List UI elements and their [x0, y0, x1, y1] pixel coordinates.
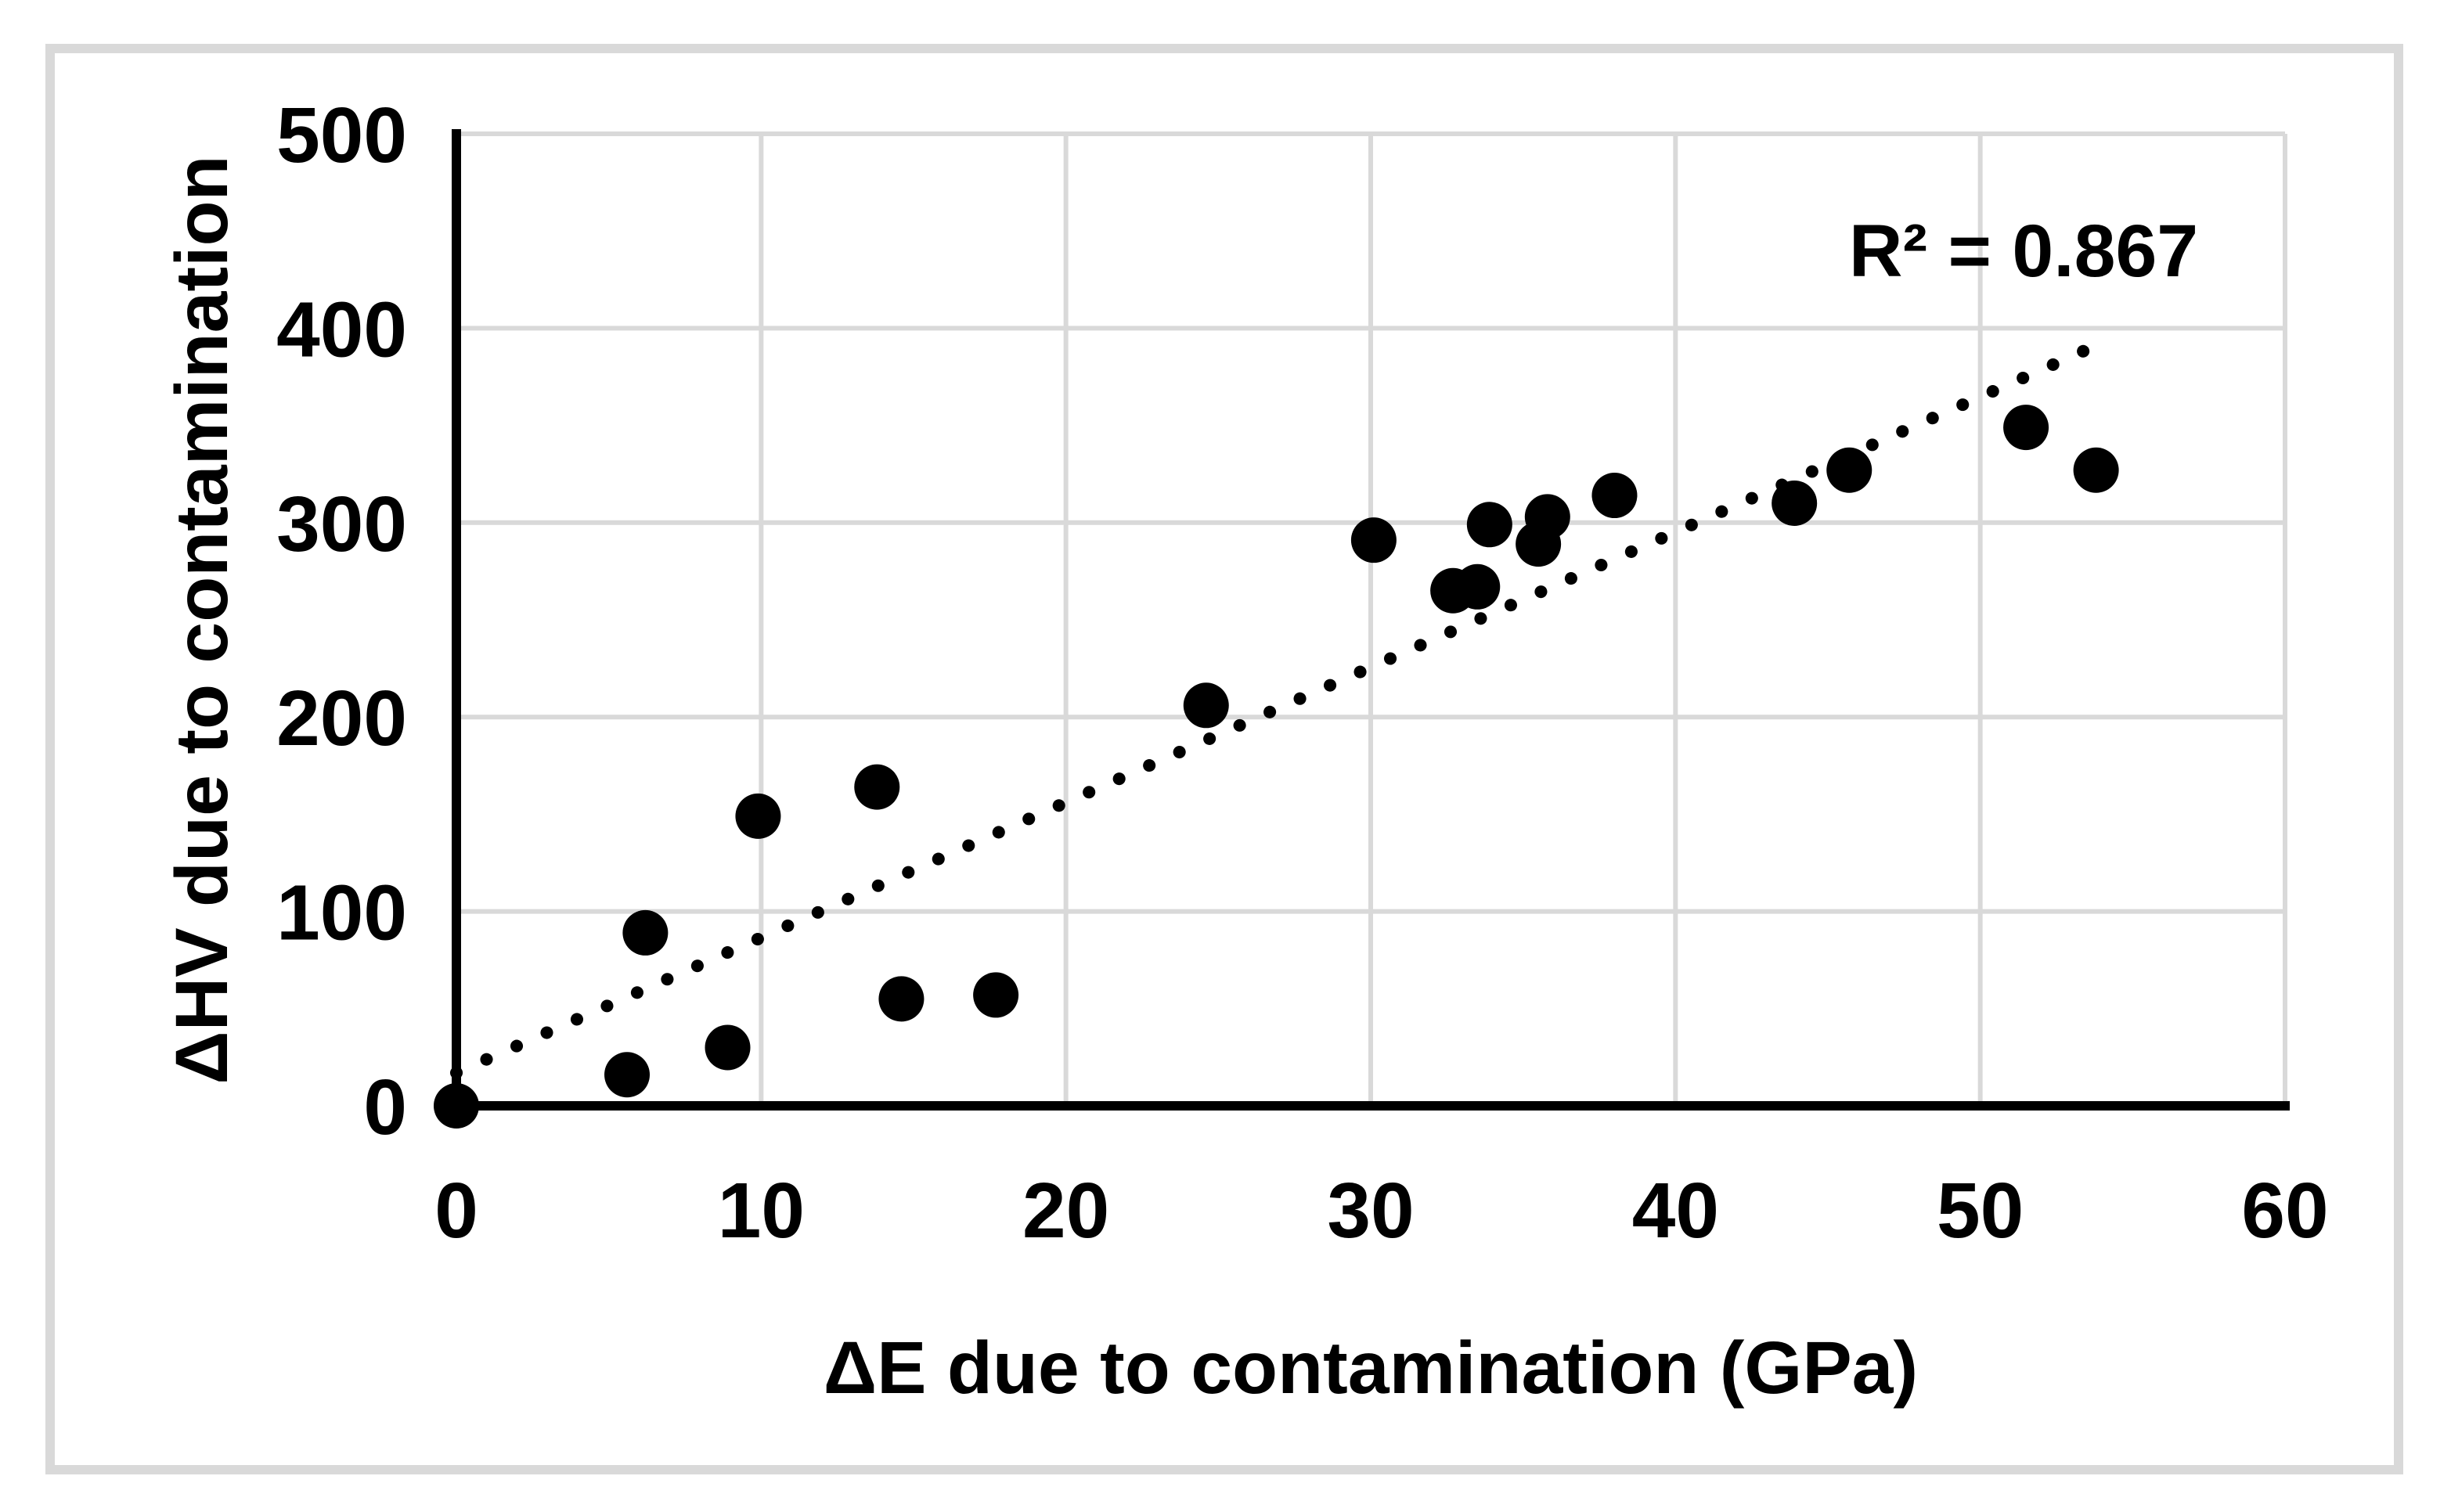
y-tick-label: 100: [276, 869, 407, 957]
x-tick-label: 50: [1937, 1167, 2024, 1255]
y-tick-label: 0: [363, 1064, 407, 1151]
data-point: [434, 1083, 479, 1129]
x-tick-label: 0: [434, 1167, 478, 1255]
data-point: [878, 976, 925, 1022]
data-point: [2073, 447, 2119, 493]
x-tick-label: 10: [718, 1167, 805, 1255]
figure-border: [45, 44, 2403, 1474]
data-point: [622, 909, 669, 956]
data-point: [1591, 473, 1638, 519]
data-point: [1466, 502, 1512, 548]
y-axis-tick-labels: 0 100 200 300 400 500: [276, 92, 407, 1151]
x-tick-label: 40: [1632, 1167, 1719, 1255]
trendline-dotted: [450, 343, 2093, 1079]
y-tick-label: 400: [276, 286, 407, 373]
data-point: [973, 972, 1019, 1018]
x-tick-label: 60: [2241, 1167, 2328, 1255]
axes: [452, 129, 2290, 1111]
r-squared-annotation: R² = 0.867: [1849, 210, 2198, 293]
data-point: [604, 1052, 651, 1098]
data-point: [854, 764, 900, 810]
x-tick-label: 20: [1022, 1167, 1109, 1255]
data-point: [1772, 480, 1818, 526]
data-point: [735, 793, 781, 839]
y-axis-title: ΔHV due to contamination: [160, 155, 243, 1084]
data-points: [434, 405, 2119, 1129]
data-point: [2003, 405, 2049, 451]
x-axis-tick-labels: 0 10 20 30 40 50 60: [434, 1167, 2328, 1255]
y-tick-label: 200: [276, 675, 407, 762]
x-axis-title: ΔE due to contamination (GPa): [824, 1327, 1918, 1409]
x-tick-label: 30: [1327, 1167, 1414, 1255]
data-point: [1524, 494, 1570, 540]
data-point: [1826, 447, 1872, 493]
data-point: [1183, 682, 1229, 729]
data-point: [705, 1024, 751, 1071]
y-tick-label: 500: [276, 92, 407, 179]
y-tick-label: 300: [276, 481, 407, 568]
data-point: [1454, 563, 1501, 610]
data-point: [1350, 517, 1397, 563]
